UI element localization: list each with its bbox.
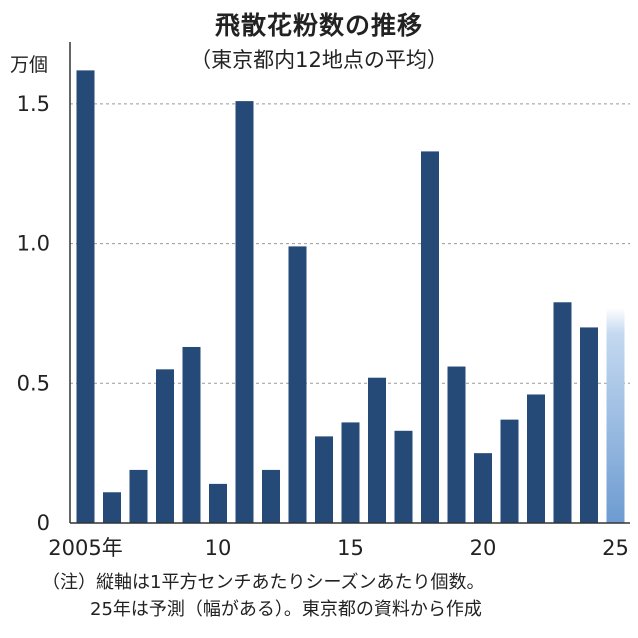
footnote: （注）縦軸は1平方センチあたりシーズンあたり個数。 25年は予測（幅がある）。東…	[42, 569, 485, 623]
bar-2013	[288, 246, 307, 523]
y-axis-unit: 万個	[10, 54, 49, 76]
bar-2022	[527, 394, 545, 523]
x-tick-label: 20	[470, 536, 497, 560]
bar-2006	[103, 492, 121, 523]
bar-2021	[500, 419, 519, 523]
footnote-line-1: （注）縦軸は1平方センチあたりシーズンあたり個数。	[42, 572, 485, 593]
y-tick-label: 0	[37, 511, 50, 535]
bar-forecast-2025	[606, 307, 625, 523]
bar-2015	[341, 422, 360, 523]
bar-2005	[76, 70, 95, 523]
bar-2009	[182, 346, 201, 523]
bar-2018	[421, 151, 439, 523]
bar-2012	[262, 469, 280, 523]
bar-2011	[235, 101, 254, 524]
bar-2010	[209, 483, 227, 523]
bar-2016	[368, 377, 386, 523]
bar-2007	[129, 469, 148, 523]
x-tick-label: 2005年	[48, 536, 122, 560]
bar-2019	[447, 366, 466, 523]
x-tick-label: 10	[205, 536, 232, 560]
y-tick-label: 0.5	[17, 371, 50, 395]
bar-2024	[580, 327, 598, 523]
chart-subtitle: （東京都内12地点の平均）	[190, 48, 448, 72]
bar-2008	[156, 369, 174, 523]
y-tick-label: 1.5	[17, 92, 50, 116]
footnote-line-2: 25年は予測（幅がある）。東京都の資料から作成	[90, 599, 482, 620]
y-tick-label: 1.0	[17, 232, 50, 256]
chart-title: 飛散花粉数の推移	[214, 11, 423, 40]
bar-2014	[315, 436, 333, 523]
bar-2020	[474, 453, 492, 523]
x-tick-label: 15	[337, 536, 364, 560]
bar-2017	[394, 430, 413, 523]
bar-2023	[553, 302, 572, 523]
x-tick-label: 25	[602, 536, 629, 560]
